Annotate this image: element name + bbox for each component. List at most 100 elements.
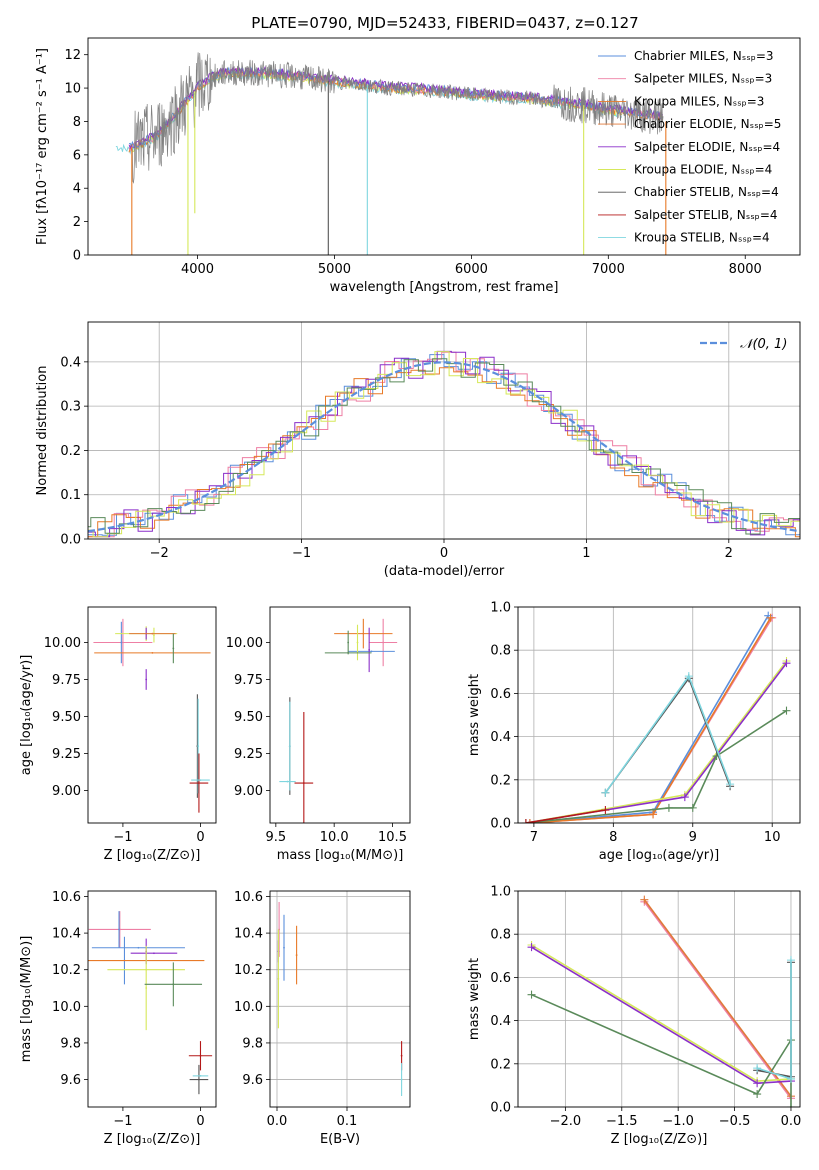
- y-tick-label: 0.2: [490, 1057, 511, 1072]
- x-axis-label: age [log₁₀(age/yr)]: [599, 848, 720, 863]
- mass-weight-line: [529, 617, 772, 823]
- data-point: [145, 987, 148, 989]
- x-tick-label: 10.5: [378, 830, 407, 845]
- mass_vs_ebv-plot-area: [277, 901, 403, 1097]
- y-tick-label: 0.0: [60, 533, 81, 548]
- y-tick-label: 10.2: [234, 963, 263, 978]
- axes-frame: [87, 321, 801, 540]
- x-tick-label: 9.5: [265, 830, 286, 845]
- x-axis-label: Z [log₁₀(Z/Z⊙)]: [611, 1132, 708, 1147]
- data-point: [382, 641, 385, 644]
- figure-title: PLATE=0790, MJD=52433, FIBERID=0437, z=0…: [251, 14, 638, 32]
- legend-label: Chabrier MILES, Nₛₛₚ=3: [634, 49, 774, 63]
- plus-marker: [688, 803, 697, 812]
- y-tick-label: 0.8: [490, 644, 511, 659]
- data-point: [286, 780, 289, 783]
- x-tick-label: 7: [530, 830, 538, 845]
- legend-label: Salpeter STELIB, Nₛₛₚ=4: [634, 208, 778, 222]
- x-tick-label: −2.0: [550, 1114, 582, 1129]
- legend-label: Kroupa ELODIE, Nₛₛₚ=4: [634, 163, 772, 177]
- axes-frame: [517, 890, 801, 1108]
- data-point: [151, 632, 154, 635]
- mass_vs_Z-plot-area: [88, 911, 213, 1095]
- age_vs_Z-plot-area: [93, 618, 211, 813]
- y-tick-label: 0.2: [60, 444, 81, 459]
- data-point: [370, 650, 373, 653]
- mass-weight-line: [643, 899, 792, 1097]
- y-tick-label: 9.50: [52, 710, 81, 725]
- mass-weight-line: [531, 993, 792, 1107]
- age_vs_Z-axes: −1 0 9.00 9.25 9.50 9.75 10.00 Z [log₁₀(Z/Z⊙)] a…: [19, 636, 205, 863]
- y-tick-label: 0: [73, 249, 81, 264]
- y-tick-label: 10.6: [234, 890, 263, 905]
- mass_weight_vs_age-plot-area: [521, 611, 791, 823]
- x-axis-label: Z [log₁₀(Z/Z⊙)]: [104, 848, 201, 863]
- x-axis-label: (data-model)/error: [384, 564, 505, 579]
- axes-frame: [517, 606, 801, 824]
- x-tick-label: 4000: [181, 262, 214, 277]
- data-point: [400, 1054, 403, 1057]
- plus-marker: [684, 672, 693, 681]
- y-axis-label: Flux [fλ10⁻¹⁷ erg cm⁻² s⁻¹ A⁻¹]: [35, 48, 50, 245]
- data-point: [172, 983, 175, 986]
- plus-marker: [680, 793, 689, 802]
- residual-histogram-stelib_green: [88, 358, 800, 535]
- normal-curve-line: [88, 361, 800, 533]
- y-tick-label: 0.4: [490, 1014, 511, 1029]
- mass_vs_Z-axes: −1 0 9.6 9.8 10.0 10.2 10.4 10.6 Z [log₁₀(Z/Z⊙)]…: [19, 890, 205, 1147]
- data-point: [199, 1054, 202, 1057]
- y-axis-label: mass weight: [467, 674, 482, 756]
- y-tick-label: 4: [73, 182, 81, 197]
- x-tick-label: 9: [689, 830, 697, 845]
- data-point: [172, 647, 175, 650]
- x-axis-label: mass [log₁₀(M/M⊙)]: [277, 848, 404, 863]
- x-axis-label: E(B-V): [320, 1132, 360, 1147]
- y-tick-label: 0.6: [490, 971, 511, 986]
- data-point: [277, 977, 280, 980]
- axes-frame: [87, 890, 217, 1108]
- y-tick-label: 10: [64, 82, 81, 97]
- y-tick-label: 0.4: [60, 355, 81, 370]
- plus-marker: [601, 788, 610, 797]
- y-tick-label: 0.4: [490, 730, 511, 745]
- plus-marker: [782, 706, 791, 715]
- x-tick-label: 8: [609, 830, 617, 845]
- y-tick-label: 10.2: [52, 963, 81, 978]
- data-point: [122, 641, 124, 644]
- x-tick-label: −1: [292, 546, 311, 561]
- x-tick-label: −0.5: [719, 1114, 751, 1129]
- data-point: [197, 745, 200, 747]
- data-point: [120, 641, 123, 644]
- y-tick-label: 8: [73, 115, 81, 130]
- mass-weight-line: [529, 617, 773, 823]
- x-tick-label: 7000: [592, 262, 625, 277]
- plus-marker: [753, 1064, 762, 1073]
- residual-histogram-salpeter_miles: [88, 351, 800, 538]
- y-tick-label: 10.00: [44, 636, 81, 651]
- plus-marker: [521, 819, 530, 823]
- legend-label: Salpeter ELODIE, Nₛₛₚ=4: [634, 140, 780, 154]
- x-tick-label: 0.0: [267, 1114, 288, 1129]
- y-tick-label: 9.8: [242, 1036, 263, 1051]
- data-point: [283, 946, 285, 949]
- x-tick-label: 10.0: [320, 830, 349, 845]
- x-tick-label: 0.1: [337, 1114, 358, 1129]
- axes-frame: [269, 606, 411, 824]
- data-point: [153, 634, 155, 637]
- y-tick-label: 10.00: [226, 636, 263, 651]
- y-tick-label: 1.0: [490, 601, 511, 616]
- residual-histogram-salpeter_elodie: [88, 350, 800, 538]
- x-axis-label: Z [log₁₀(Z/Z⊙)]: [104, 1132, 201, 1147]
- y-tick-label: 10.6: [52, 890, 81, 905]
- mass_weight_vs_Z-axes: −2.0 −1.5 −1.0 −0.5 0.0 0.0 0.2 0.4 0.6 0.8 1.0 Z […: [467, 885, 801, 1148]
- y-tick-label: 10.0: [234, 1000, 263, 1015]
- y-tick-label: 1.0: [490, 885, 511, 900]
- x-tick-label: −2: [150, 546, 169, 561]
- data-point: [362, 632, 365, 635]
- axes-frame: [87, 606, 217, 824]
- plus-marker: [786, 1103, 795, 1107]
- observed-spectrum-line: [131, 52, 664, 184]
- x-tick-label: 0.0: [781, 1114, 802, 1129]
- data-point: [153, 952, 155, 955]
